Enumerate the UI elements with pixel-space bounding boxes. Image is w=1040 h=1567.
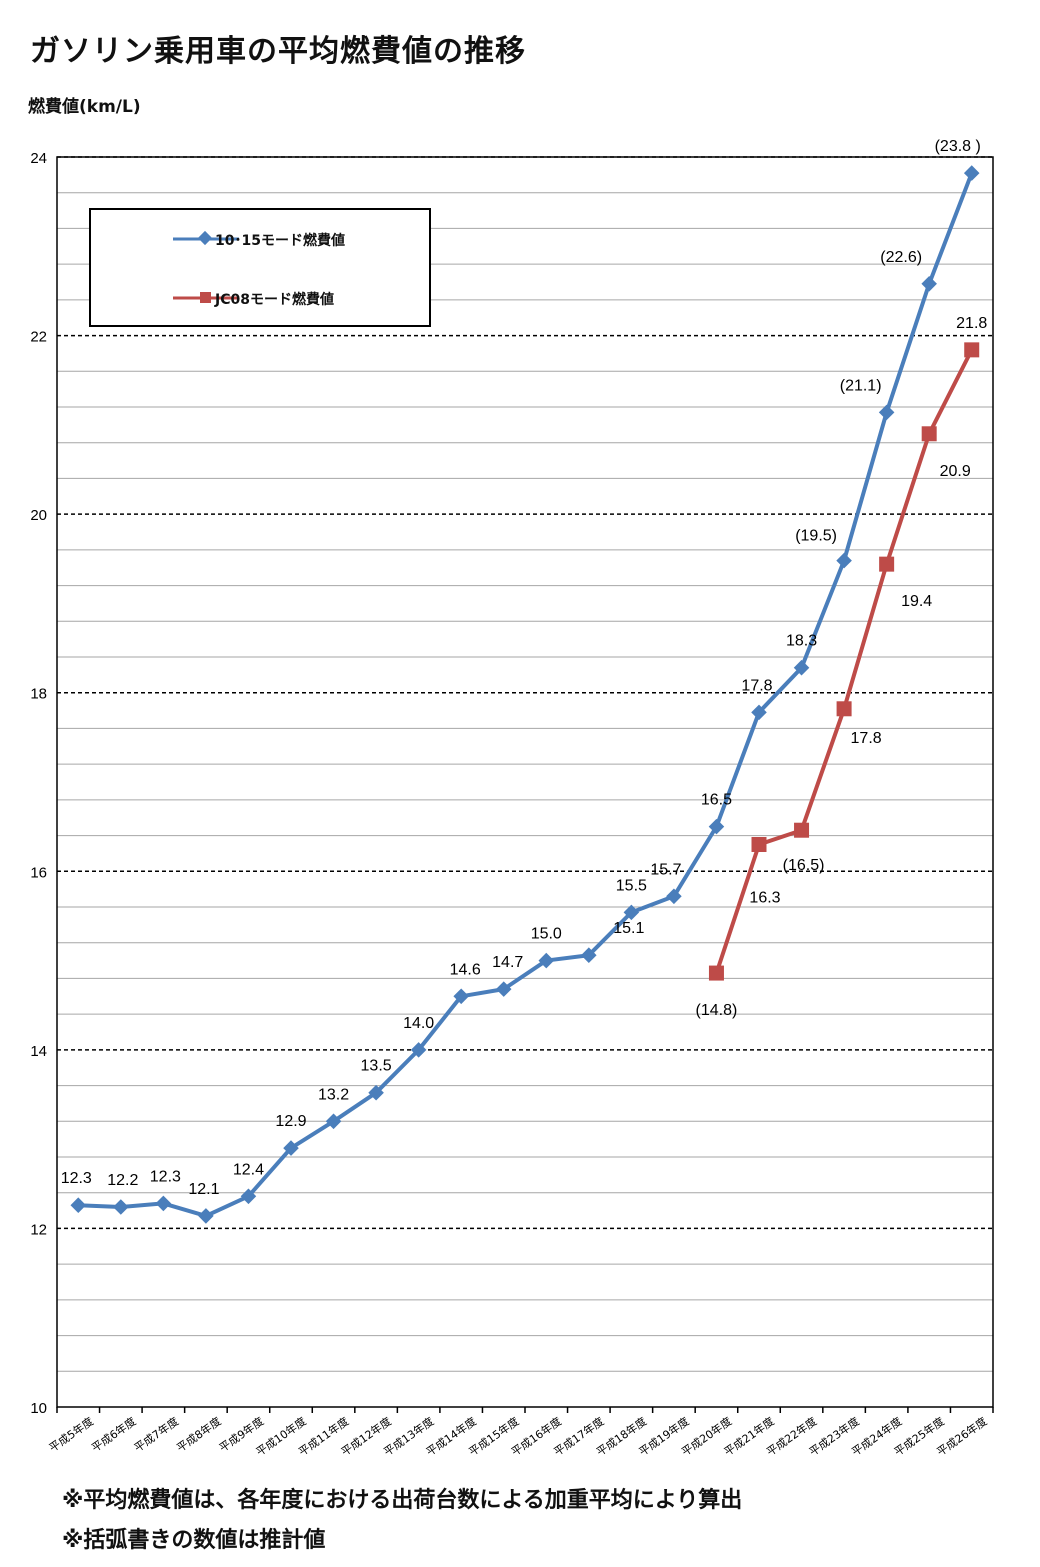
data-point <box>666 888 682 905</box>
data-label: 13.5 <box>361 1058 392 1075</box>
data-label: (14.8) <box>696 1002 738 1019</box>
data-point <box>921 426 937 442</box>
data-label: 12.4 <box>233 1161 264 1178</box>
data-point <box>708 818 725 835</box>
y-tick-label: 20 <box>30 507 47 524</box>
data-label: 14.0 <box>403 1015 434 1032</box>
data-label: 15.5 <box>616 877 647 894</box>
legend: 10･15モード燃費値 JC08モード燃費値 <box>89 208 431 327</box>
data-point <box>836 701 852 717</box>
y-tick-label: 12 <box>30 1221 47 1238</box>
data-label: 12.1 <box>188 1181 219 1198</box>
data-label: 19.4 <box>901 593 932 610</box>
data-point <box>708 965 724 981</box>
y-tick-label: 24 <box>30 150 47 167</box>
data-label: 16.5 <box>701 792 732 809</box>
data-label: 17.8 <box>851 730 882 747</box>
y-axis-label: 燃費値(km/L) <box>28 97 141 117</box>
x-tick-label: 平成6年度 <box>89 1414 139 1455</box>
data-point <box>368 1084 384 1101</box>
data-label: 15.0 <box>531 926 562 943</box>
y-tick-label: 16 <box>30 864 47 881</box>
series-line-2 <box>714 348 974 974</box>
data-point <box>963 165 980 181</box>
data-point <box>283 1140 299 1156</box>
data-label: 12.3 <box>150 1168 181 1185</box>
data-point <box>113 1199 129 1215</box>
x-tick-label: 平成5年度 <box>46 1414 96 1455</box>
plot-border <box>56 156 994 1408</box>
data-label: 12.9 <box>275 1113 306 1130</box>
data-label: (16.5) <box>783 857 825 874</box>
y-tick-label: 18 <box>30 686 47 703</box>
data-point <box>751 704 767 721</box>
data-point <box>793 659 810 676</box>
data-point <box>794 822 810 838</box>
data-label: 21.8 <box>956 315 987 332</box>
data-point <box>155 1195 172 1212</box>
x-tick-label: 平成8年度 <box>174 1414 224 1455</box>
x-tick-label: 平成7年度 <box>131 1414 181 1455</box>
data-label: 15.7 <box>650 861 681 878</box>
y-tick-label: 14 <box>30 1043 47 1060</box>
footnote-1: ※平均燃費値は、各年度における出荷台数による加重平均により算出 <box>62 1488 743 1513</box>
data-point <box>240 1188 257 1205</box>
data-label: 20.9 <box>940 463 971 480</box>
data-label: 14.6 <box>450 961 481 978</box>
legend-marker-series-1 <box>197 230 213 246</box>
legend-label-series-2: JC08モード燃費値 <box>215 292 334 308</box>
data-point <box>921 276 937 292</box>
data-label: 12.2 <box>107 1172 138 1189</box>
data-label: 14.7 <box>492 954 523 971</box>
series-line-1 <box>78 172 974 1218</box>
y-tick-label: 22 <box>30 329 47 346</box>
data-point <box>581 947 597 963</box>
data-point <box>751 837 767 852</box>
data-label: (19.5) <box>795 528 837 545</box>
data-point <box>198 1208 214 1224</box>
data-point <box>623 904 640 921</box>
legend-label-series-1: 10･15モード燃費値 <box>215 233 345 249</box>
data-label: (21.1) <box>840 377 882 394</box>
data-point <box>964 342 980 358</box>
data-label: 18.3 <box>786 633 817 650</box>
data-label: (23.8 ) <box>935 138 981 155</box>
y-tick-label: 10 <box>30 1400 47 1417</box>
data-label: 15.1 <box>613 920 644 937</box>
data-label: 13.2 <box>318 1086 349 1103</box>
data-point <box>538 952 555 969</box>
chart-title: ガソリン乗用車の平均燃費値の推移 <box>30 34 526 69</box>
footnote-2: ※括弧書きの数値は推計値 <box>62 1528 326 1553</box>
data-point <box>836 552 852 569</box>
data-label: 16.3 <box>749 890 780 907</box>
data-point <box>879 556 895 572</box>
data-point <box>325 1113 342 1130</box>
legend-marker-series-2 <box>200 292 211 303</box>
data-point <box>70 1197 87 1213</box>
data-label: 12.3 <box>61 1170 92 1187</box>
data-label: 17.8 <box>741 677 772 694</box>
data-point <box>410 1042 427 1058</box>
data-label: (22.6) <box>880 249 922 266</box>
